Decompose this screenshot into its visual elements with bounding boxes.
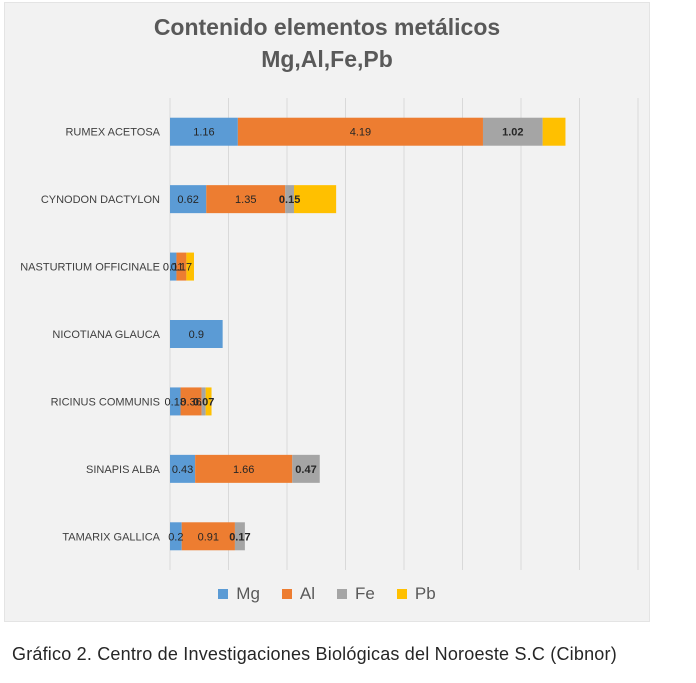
bar-segment-fe <box>285 185 295 214</box>
data-label: 0.11 <box>163 262 184 274</box>
data-label: 1.16 <box>193 127 214 139</box>
legend-swatch <box>396 589 407 599</box>
bar-segment-fe <box>482 117 543 146</box>
data-label: 1.35 <box>235 194 256 206</box>
category-label: RUMEX ACETOSA <box>65 127 160 139</box>
legend-swatch <box>218 589 229 599</box>
bar-segment-al <box>181 522 235 551</box>
category-label: TAMARIX GALLICA <box>62 531 160 543</box>
data-labels: 1.16 4.19 1.020.62 1.35 0.150.110.170.90.180… <box>163 127 524 544</box>
bar-segment-pb <box>542 117 566 146</box>
legend-label: Al <box>299 584 316 603</box>
data-label: 0.2 <box>168 531 183 543</box>
bar-segment-al <box>237 117 483 146</box>
bar-segment-fe <box>234 522 245 551</box>
data-label: 0.9 <box>189 329 204 341</box>
bar-segment-mg <box>170 252 177 281</box>
bar-segment-al <box>195 454 293 483</box>
data-label: 4.19 <box>350 127 371 139</box>
legend-item-fe: Fe <box>337 584 375 604</box>
bar-segment-pb <box>205 387 212 416</box>
legend: Mg Al Fe Pb <box>4 584 650 604</box>
data-label: 0.91 <box>198 531 219 543</box>
data-label: 0.18 <box>165 396 186 408</box>
category-label: NASTURTIUM OFFICINALE <box>20 262 160 274</box>
bar-segment-pb <box>294 185 337 214</box>
category-labels: RUMEX ACETOSA CYNODON DACTYLON NASTURTIUM … <box>20 127 160 544</box>
category-label: SINAPIS ALBA <box>86 464 161 476</box>
data-label: 0.43 <box>172 464 193 476</box>
bar-segment-mg <box>170 185 207 214</box>
figure-caption: Gráfico 2. Centro de Investigaciones Bio… <box>12 644 617 664</box>
bar-segment-mg <box>170 117 238 146</box>
chart-panel <box>4 2 650 622</box>
bar-segment-mg <box>170 522 182 551</box>
bar-segment-mg <box>170 387 181 416</box>
bar-segment-mg <box>170 320 223 348</box>
category-label: CYNODON DACTYLON <box>41 194 160 206</box>
legend-item-mg: Mg <box>218 584 260 604</box>
bar-segment-mg <box>170 454 196 483</box>
bar-segment-fe <box>201 387 206 416</box>
bar-segment-al <box>176 252 187 281</box>
data-label: 0.07 <box>193 396 214 408</box>
legend-item-pb: Pb <box>396 584 436 604</box>
chart-subtitle: Mg,Al,Fe,Pb <box>261 46 393 72</box>
data-label: 0.36 <box>180 396 201 408</box>
data-label: 0.17 <box>171 262 192 274</box>
legend-label: Mg <box>236 584 260 603</box>
legend-label: Pb <box>414 584 436 603</box>
legend-swatch <box>337 589 348 599</box>
data-label: 0.47 <box>295 464 316 476</box>
data-label: 1.02 <box>502 127 523 139</box>
bar-segment-al <box>180 387 202 416</box>
data-label: 0.17 <box>229 531 250 543</box>
bar-segment-pb <box>186 252 194 281</box>
legend-swatch <box>281 589 292 599</box>
data-label: 1.66 <box>233 464 254 476</box>
data-label: 0.62 <box>177 194 198 206</box>
chart-title: Contenido elementos metálicos <box>153 14 501 40</box>
legend-label: Fe <box>355 584 375 603</box>
data-label: 0.15 <box>279 194 300 206</box>
gridlines <box>169 98 639 570</box>
bar-series <box>170 117 566 551</box>
legend-item-al: Al <box>281 584 316 604</box>
category-label: RICINUS COMMUNIS <box>51 396 160 408</box>
bar-segment-al <box>206 185 286 214</box>
bar-segment-fe <box>292 454 320 483</box>
category-label: NICOTIANA GLAUCA <box>52 329 160 341</box>
